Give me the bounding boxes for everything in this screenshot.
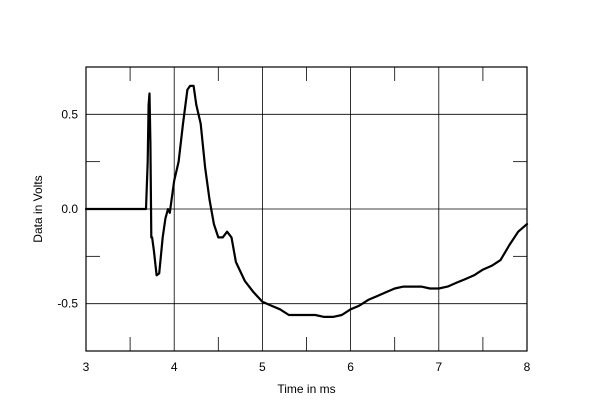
grid-lines <box>86 67 527 351</box>
axis-ticks <box>86 67 527 351</box>
x-tick-label: 6 <box>347 360 354 374</box>
y-tick-label: 0.5 <box>61 107 78 121</box>
x-tick-labels: 3 4 5 6 7 8 <box>83 360 531 374</box>
series-line <box>84 84 529 318</box>
plot-frame <box>85 66 528 352</box>
x-tick-label: 8 <box>524 360 531 374</box>
y-tick-label: 0.0 <box>61 202 78 216</box>
plot-area <box>84 84 529 318</box>
y-tick-label: -0.5 <box>57 297 78 311</box>
x-tick-label: 4 <box>171 360 178 374</box>
x-tick-label: 3 <box>83 360 90 374</box>
x-tick-label: 7 <box>435 360 442 374</box>
x-axis-label: Time in ms <box>277 382 335 396</box>
x-tick-label: 5 <box>259 360 266 374</box>
y-tick-labels: 0.5 0.0 -0.5 <box>57 107 78 310</box>
y-axis-label: Data in Volts <box>31 175 45 242</box>
